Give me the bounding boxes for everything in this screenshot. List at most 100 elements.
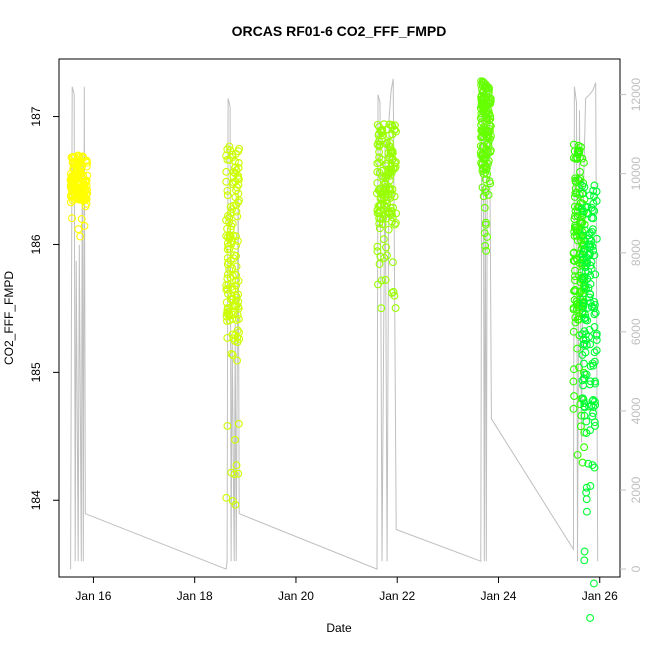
- data-point: [68, 214, 76, 223]
- data-point: [579, 158, 588, 167]
- data-point: [233, 333, 242, 342]
- data-point: [584, 250, 593, 259]
- y-axis-label: CO2_FFF_FMPD: [2, 271, 16, 365]
- data-point: [571, 189, 580, 198]
- data-point: [576, 198, 585, 207]
- data-point: [582, 483, 591, 492]
- data-point: [590, 348, 599, 357]
- data-point: [223, 309, 231, 318]
- data-point: [589, 395, 598, 404]
- data-point: [222, 216, 231, 225]
- data-point: [580, 327, 589, 336]
- data-point: [80, 222, 89, 230]
- data-point: [388, 258, 397, 267]
- data-point: [578, 213, 587, 222]
- data-point: [222, 177, 231, 186]
- data-point: [390, 158, 399, 167]
- data-point: [576, 167, 584, 176]
- data-point: [582, 507, 591, 516]
- data-point: [226, 256, 235, 265]
- data-point: [228, 351, 237, 360]
- data-point: [374, 186, 383, 195]
- data-point: [582, 370, 591, 379]
- data-point: [483, 170, 492, 179]
- data-point: [228, 497, 237, 505]
- data-point: [375, 158, 384, 167]
- data-point: [478, 107, 487, 116]
- data-point: [578, 255, 587, 264]
- data-point: [379, 235, 388, 244]
- data-point: [589, 199, 598, 208]
- data-point: [579, 189, 587, 198]
- data-point: [582, 284, 590, 293]
- data-point: [570, 227, 579, 236]
- x-axis: Jan 16 Jan 18 Jan 20 Jan 22 Jan 24 Jan 26: [75, 576, 618, 603]
- data-point: [579, 381, 588, 390]
- data-point: [579, 395, 588, 404]
- data-point: [590, 251, 599, 260]
- data-point: [571, 176, 580, 185]
- data-point: [232, 461, 241, 470]
- data-point: [222, 167, 231, 176]
- data-point: [83, 171, 92, 180]
- data-point: [591, 377, 600, 386]
- data-point: [586, 377, 595, 386]
- data-point: [225, 235, 234, 243]
- data-point: [225, 244, 234, 253]
- data-point: [386, 142, 395, 151]
- data-point: [591, 308, 600, 317]
- data-point: [592, 234, 601, 243]
- data-point: [74, 225, 83, 234]
- chart-title: ORCAS RF01-6 CO2_FFF_FMPD: [232, 23, 447, 39]
- data-point: [77, 215, 86, 223]
- data-point: [377, 201, 386, 210]
- data-point: [571, 276, 579, 285]
- data-point: [222, 298, 231, 307]
- data-point: [578, 376, 587, 385]
- data-point: [573, 344, 582, 353]
- data-point: [233, 212, 242, 221]
- data-point: [485, 116, 494, 125]
- data-point: [577, 233, 586, 242]
- data-point: [231, 296, 240, 305]
- x-tick-label: Jan 26: [582, 589, 618, 603]
- data-point: [231, 149, 240, 158]
- x-tick-label: Jan 18: [177, 589, 213, 603]
- data-point: [571, 285, 579, 294]
- data-point: [391, 304, 400, 313]
- data-point: [79, 187, 88, 196]
- data-point: [486, 114, 495, 123]
- data-point: [482, 246, 491, 255]
- y2-axis: 0 2000 4000 6000 8000 10000 12000: [620, 78, 643, 572]
- data-point: [580, 339, 589, 348]
- data-point: [378, 215, 387, 223]
- data-point: [227, 349, 236, 358]
- data-point: [592, 187, 601, 196]
- data-point: [570, 147, 579, 156]
- data-point: [234, 419, 243, 428]
- data-point: [592, 346, 601, 355]
- data-point: [82, 190, 91, 199]
- data-point: [480, 229, 489, 238]
- data-point: [234, 189, 243, 198]
- data-point: [581, 310, 589, 319]
- data-point: [79, 178, 88, 187]
- data-point: [234, 171, 242, 180]
- data-point: [482, 164, 491, 173]
- y2-tick-label: 12000: [629, 78, 643, 112]
- data-point: [573, 299, 582, 308]
- data-point: [580, 443, 589, 452]
- data-point: [590, 357, 599, 366]
- data-point: [232, 201, 241, 210]
- data-point: [578, 207, 587, 215]
- data-point: [222, 493, 231, 502]
- data-point: [479, 142, 488, 151]
- data-point: [580, 411, 589, 420]
- data-point: [223, 270, 232, 279]
- data-point: [377, 304, 386, 313]
- flight-series-rf06: [578, 181, 601, 622]
- data-point: [70, 153, 79, 162]
- data-point: [232, 262, 241, 271]
- x-tick-label: Jan 22: [379, 589, 415, 603]
